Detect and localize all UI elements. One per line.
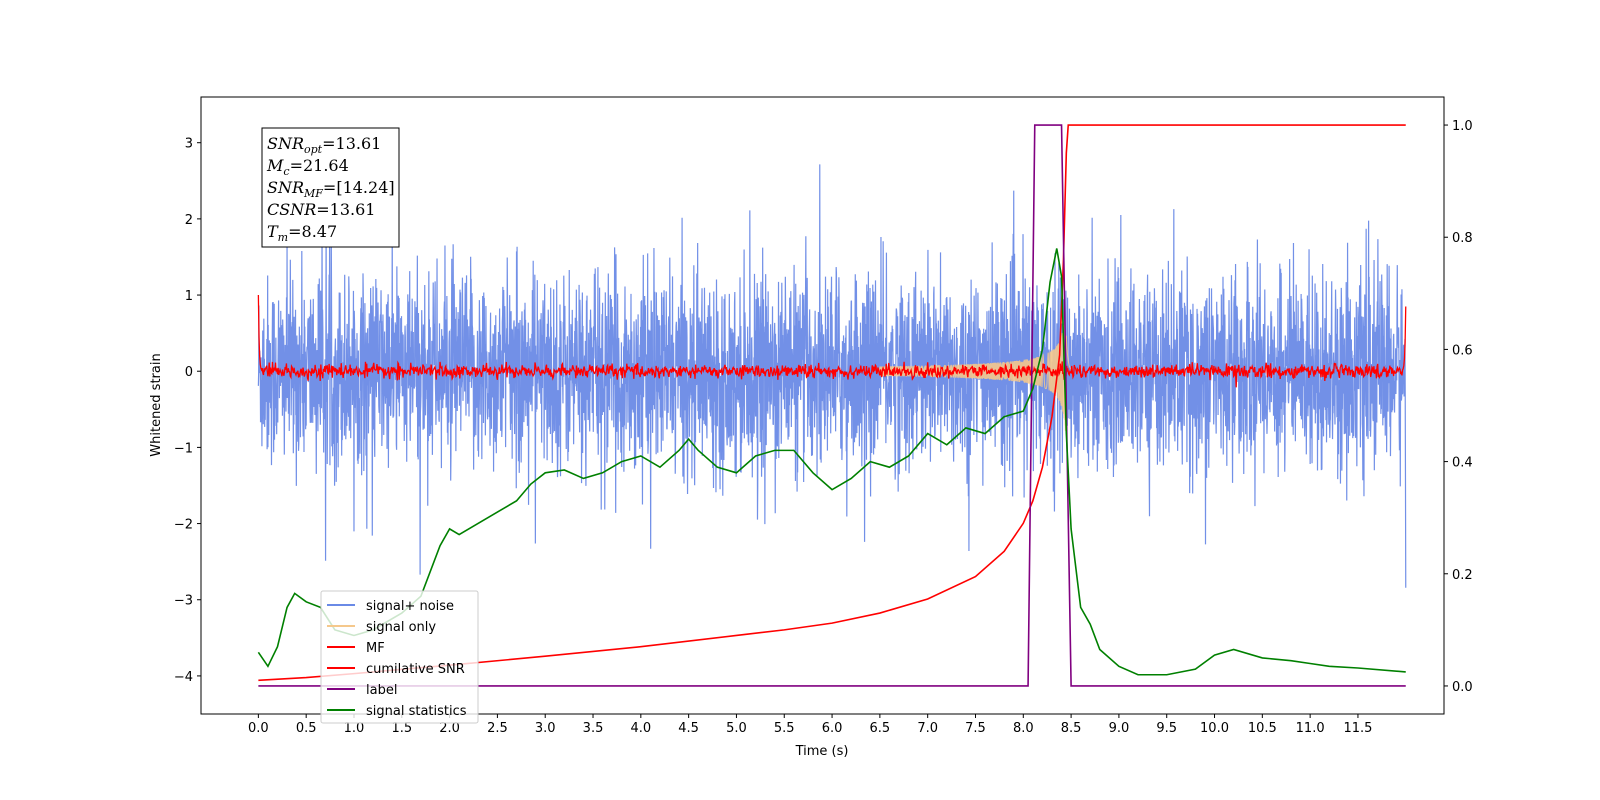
- legend-entry: signal statistics: [366, 704, 467, 719]
- x-tick-label: 0.5: [296, 721, 317, 736]
- annotation-symbol: SNR: [267, 178, 304, 197]
- x-tick-label: 4.5: [678, 721, 699, 736]
- x-tick-label: 1.5: [391, 721, 412, 736]
- x-tick-label: 4.0: [630, 721, 651, 736]
- x-tick-label: 7.0: [917, 721, 938, 736]
- legend-entry: signal only: [366, 620, 436, 635]
- x-tick-label: 9.0: [1109, 721, 1130, 736]
- y2-axis-ticks: 0.0 0.2 0.4 0.6 0.8 1.0: [1444, 119, 1473, 695]
- x-tick-label: 5.0: [726, 721, 747, 736]
- legend-entry: cumilative SNR: [366, 662, 465, 677]
- x-axis-label: Time (s): [795, 744, 849, 759]
- annotation-value: =8.47: [288, 222, 337, 241]
- legend: signal+ noise signal only MF cumilative SNR…: [320, 590, 479, 724]
- x-tick-label: 0.0: [248, 721, 269, 736]
- y-tick-label: −3: [174, 594, 193, 609]
- annotation-value: =13.61: [322, 134, 381, 153]
- annotation-symbol: CSNR: [267, 200, 316, 219]
- x-tick-label: 10.5: [1248, 721, 1277, 736]
- annotation-subscript: MF: [303, 187, 323, 200]
- y-tick-label: −2: [174, 518, 193, 533]
- y2-tick-label: 0.8: [1452, 231, 1473, 246]
- annotation-symbol: M: [266, 156, 284, 175]
- x-tick-label: 6.5: [870, 721, 891, 736]
- series-mf-line: [257, 295, 1407, 388]
- annotation-value: =13.61: [316, 200, 375, 219]
- plot-frame: [200, 96, 1445, 715]
- y-tick-label: 1: [185, 289, 193, 304]
- x-tick-label: 6.0: [822, 721, 843, 736]
- x-tick-label: 2.5: [487, 721, 508, 736]
- series-label-line: [258, 124, 1406, 687]
- annotation-box: SNRopt=13.61 Mc=21.64 SNRMF=[14.24] CSNR=13…: [261, 127, 400, 248]
- annotation-value: =21.64: [290, 156, 349, 175]
- annotation-subscript: m: [278, 231, 288, 244]
- y-tick-label: 3: [185, 137, 193, 152]
- y2-tick-label: 1.0: [1452, 119, 1473, 134]
- legend-entry: signal+ noise: [366, 599, 454, 614]
- x-axis-ticks: 0.0 0.5 1.0 1.5 2.0 2.5 3.0 3.5 4.0 4.5 5.0 5.5 6.0 6…: [248, 714, 1372, 736]
- y-tick-label: 2: [185, 213, 193, 228]
- y-tick-label: 0: [185, 365, 193, 380]
- y2-tick-label: 0.6: [1452, 343, 1473, 358]
- y2-tick-label: 0.0: [1452, 680, 1473, 695]
- annotation-value: =[14.24]: [323, 178, 395, 197]
- y-axis-ticks: 3 2 1 0 −1 −2 −3 −4: [174, 137, 201, 685]
- x-tick-label: 3.0: [535, 721, 556, 736]
- x-tick-label: 8.0: [1013, 721, 1034, 736]
- x-tick-label: 3.5: [583, 721, 604, 736]
- y-axis-label: Whitened strain: [149, 353, 164, 456]
- annotation-symbol: SNR: [267, 134, 304, 153]
- x-tick-label: 8.5: [1061, 721, 1082, 736]
- x-tick-label: 5.5: [774, 721, 795, 736]
- series-cumulative-snr-line: [258, 124, 1406, 682]
- series-signal-noise-line: [257, 164, 1407, 588]
- annotation-symbol: T: [267, 222, 279, 241]
- annotation-subscript: opt: [304, 143, 323, 156]
- y2-tick-label: 0.4: [1452, 456, 1473, 471]
- legend-entry: MF: [366, 641, 385, 656]
- x-tick-label: 11.0: [1296, 721, 1325, 736]
- y-tick-label: −4: [174, 670, 193, 685]
- x-tick-label: 9.5: [1156, 721, 1177, 736]
- x-tick-label: 2.0: [439, 721, 460, 736]
- x-tick-label: 1.0: [344, 721, 365, 736]
- series-signal-statistics-line: [257, 248, 1406, 676]
- annotation-subscript: c: [283, 165, 289, 178]
- y-tick-label: −1: [174, 441, 193, 456]
- x-tick-label: 7.5: [965, 721, 986, 736]
- x-tick-label: 10.0: [1200, 721, 1229, 736]
- x-tick-label: 11.5: [1343, 721, 1372, 736]
- y2-tick-label: 0.2: [1452, 568, 1473, 583]
- legend-entry: label: [366, 683, 397, 698]
- series-layer: [257, 124, 1407, 687]
